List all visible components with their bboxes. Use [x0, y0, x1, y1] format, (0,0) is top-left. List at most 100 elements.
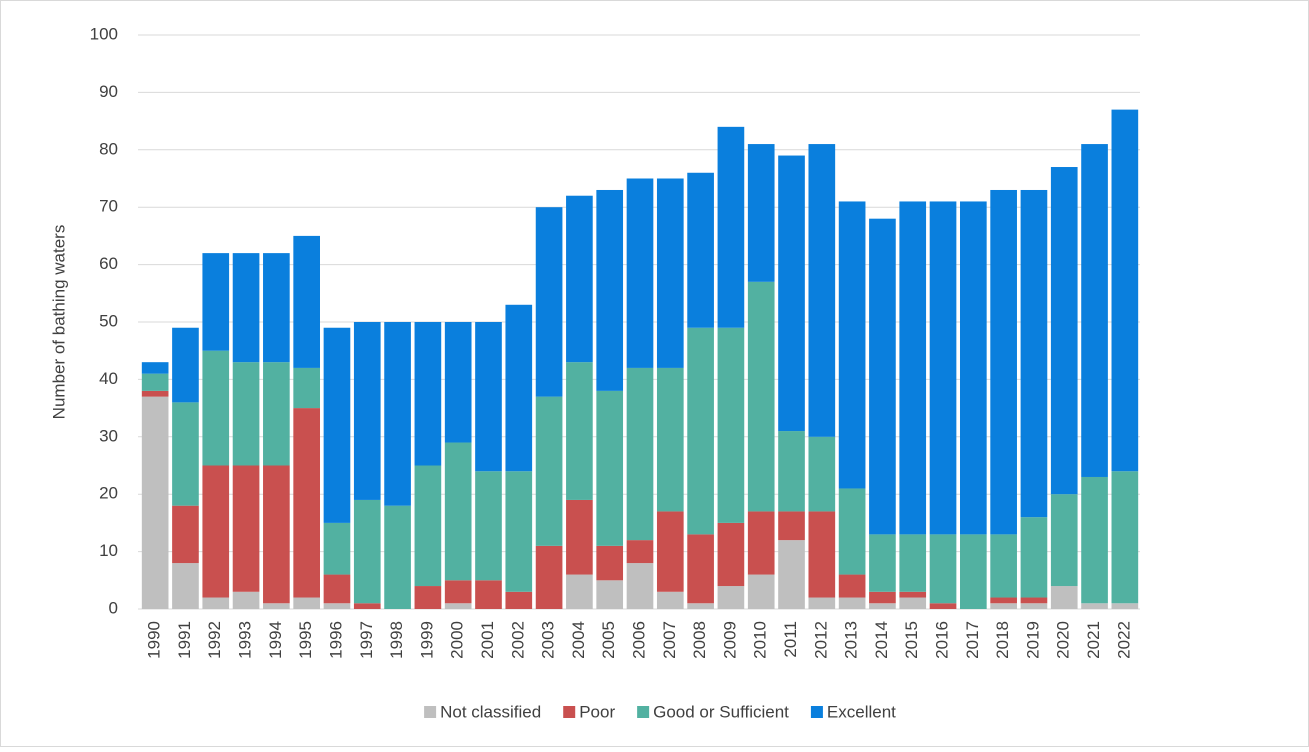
bar-segment: [263, 253, 290, 363]
bar-segment: [414, 322, 442, 466]
x-tick-label: 2012: [811, 621, 830, 659]
legend-swatch: [424, 706, 437, 718]
y-tick-label: 80: [99, 139, 118, 158]
bar-segment: [747, 511, 775, 575]
bar-segment: [353, 603, 381, 609]
bar-segment: [1111, 109, 1139, 472]
bar-segment: [323, 574, 351, 604]
bar-segment: [1081, 144, 1108, 477]
bar-segment: [1050, 167, 1078, 495]
bar-segment: [172, 563, 199, 609]
bar-segment: [899, 591, 927, 598]
x-tick-label: 2008: [690, 621, 709, 659]
bar-segment: [960, 534, 987, 609]
bar-segment: [414, 465, 442, 587]
bar-segment: [717, 327, 745, 523]
bar-segment: [232, 465, 260, 592]
bar-segment: [1020, 603, 1048, 609]
bar-segment: [1081, 476, 1108, 604]
bar-segment: [808, 144, 836, 437]
bar-segment: [475, 580, 502, 609]
bar-segment: [1081, 603, 1108, 609]
bar-segment: [899, 597, 927, 609]
bar-segment: [626, 563, 654, 609]
x-tick-label: 2000: [448, 621, 467, 659]
x-tick-label: 2003: [539, 621, 558, 659]
bar-segment: [687, 534, 714, 604]
legend-label: Not classified: [440, 702, 541, 721]
bar-segment: [747, 144, 775, 282]
bar-segment: [232, 253, 260, 363]
bar-segment: [596, 580, 624, 609]
x-tick-label: 2018: [993, 621, 1012, 659]
legend-label: Good or Sufficient: [653, 702, 789, 721]
bar-segment: [505, 304, 533, 472]
bar-segment: [990, 597, 1017, 604]
legend-swatch: [563, 706, 576, 718]
bar-segment: [838, 597, 866, 609]
bar-segment: [323, 327, 351, 523]
bar-segment: [293, 408, 320, 598]
bar-segment: [808, 511, 836, 598]
bar-segment: [202, 253, 230, 351]
bar-segment: [263, 603, 290, 609]
bar-segment: [687, 172, 714, 328]
bar-segment: [535, 396, 563, 546]
bar-segment: [1111, 471, 1139, 604]
bar-segment: [566, 574, 593, 609]
bar-segment: [202, 465, 230, 598]
bar-segment: [141, 373, 169, 391]
bar-segment: [444, 442, 472, 581]
bar-segment: [778, 431, 805, 512]
bar-segment: [778, 540, 805, 609]
x-tick-label: 1997: [357, 621, 376, 659]
legend-swatch: [810, 706, 823, 718]
bar-segment: [293, 367, 320, 409]
bar-segment: [384, 322, 411, 506]
legend-swatch: [637, 706, 650, 718]
bar-segment: [626, 367, 654, 541]
bar-segment: [1020, 517, 1048, 598]
bar-segment: [596, 189, 624, 391]
y-tick-label: 100: [90, 24, 118, 43]
x-tick-label: 1996: [326, 621, 345, 659]
y-tick-label: 30: [99, 426, 118, 445]
bar-segment: [869, 591, 896, 604]
bar-segment: [626, 178, 654, 368]
bar-segment: [566, 195, 593, 363]
bar-segment: [778, 155, 805, 432]
x-tick-label: 2006: [629, 621, 648, 659]
x-tick-label: 2016: [933, 621, 952, 659]
x-tick-label: 2019: [1023, 621, 1042, 659]
bar-segment: [778, 511, 805, 541]
x-tick-label: 1999: [417, 621, 436, 659]
bar-segment: [202, 597, 230, 609]
x-tick-label: 2011: [781, 621, 800, 658]
bar-segment: [838, 574, 866, 598]
bar-segment: [444, 322, 472, 443]
y-tick-label: 60: [99, 254, 118, 273]
bar-segment: [141, 396, 169, 609]
x-tick-label: 2020: [1054, 621, 1073, 659]
bar-segment: [323, 603, 351, 609]
bar-segment: [141, 390, 169, 397]
y-tick-label: 0: [109, 598, 118, 617]
bar-segment: [869, 603, 896, 609]
bar-segment: [172, 327, 199, 403]
bar-segment: [293, 235, 320, 368]
legend-label: Excellent: [827, 702, 896, 721]
bar-segment: [747, 574, 775, 609]
bar-segment: [929, 603, 957, 609]
bar-segment: [475, 471, 502, 581]
x-tick-label: 1994: [266, 621, 285, 659]
bar-segment: [656, 178, 684, 368]
bar-segment: [202, 350, 230, 466]
x-tick-label: 2017: [963, 621, 982, 659]
x-tick-label: 2022: [1114, 621, 1133, 659]
bar-segment: [656, 511, 684, 592]
bar-segment: [263, 362, 290, 466]
x-tick-label: 1990: [145, 621, 164, 659]
x-tick-label: 1991: [175, 621, 194, 659]
bar-segment: [656, 591, 684, 609]
